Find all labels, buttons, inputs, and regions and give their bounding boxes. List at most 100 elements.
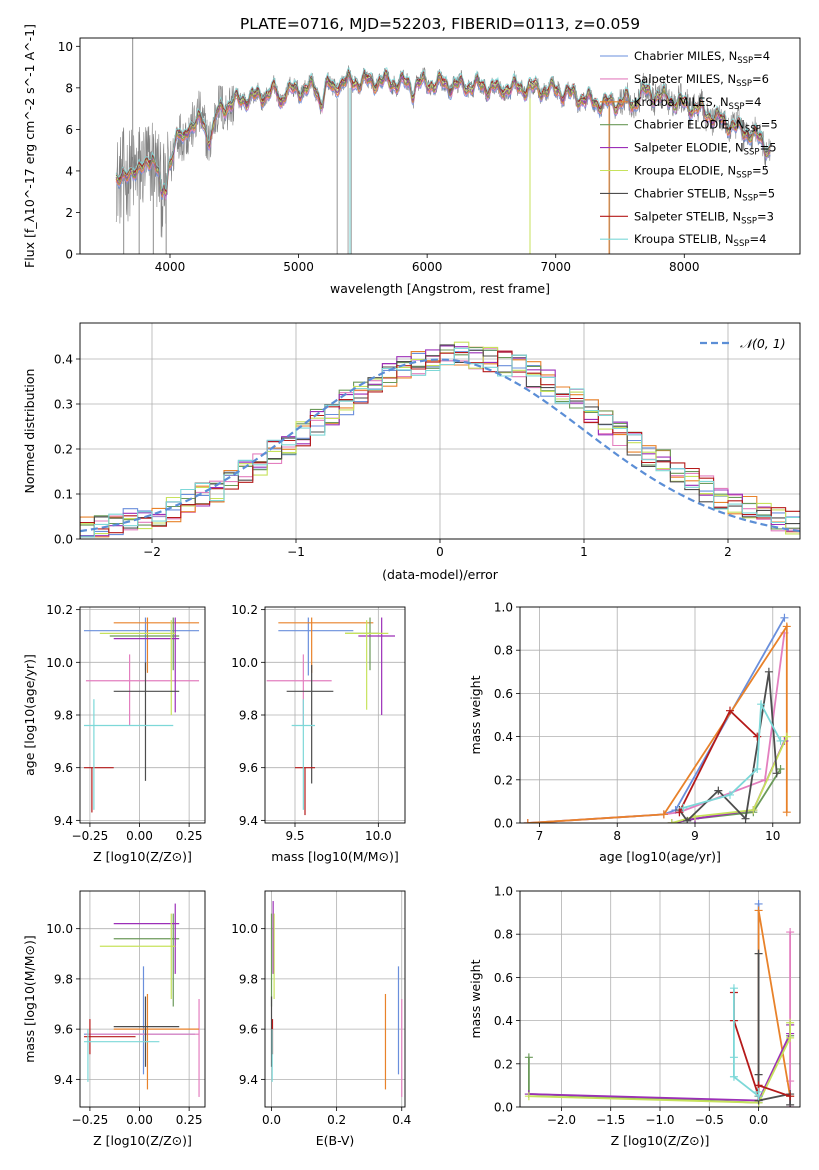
normal-distribution-curve [80,358,800,533]
y-tick-label: 0 [65,248,73,262]
x-axis-label: age [log10(age/yr)] [599,849,721,864]
model-spectrum-kroupa-elodie [115,70,771,196]
axes-frame [79,890,206,1108]
age-vs-metallicity-panel: −0.25 0.00 0.25 9.4 9.6 9.8 10.0 10.2 Z [log10(Z… [22,603,206,864]
plot-area [80,341,800,539]
mass-weight-marker-chabrier-stelib [786,1100,795,1107]
mass-weight-marker-kroupa-stelib [726,790,734,799]
legend-label-kroupa-stelib: Kroupa STELIB, NSSP=4 [634,232,766,249]
x-tick-label: 6000 [412,260,443,274]
mass-weight-marker-chabrier-stelib [683,816,692,823]
y-tick-label: 0.8 [494,928,513,942]
y-tick-label: 0.4 [494,1014,513,1028]
legend-name: Chabrier STELIB, N [634,186,742,200]
mass-weight-marker-kroupa-stelib [729,1053,738,1062]
x-tick-label: 0.25 [176,829,203,843]
legend-val: =5 [758,186,775,200]
mass-weight-line-kroupa-elodie [671,736,788,823]
x-tick-label: 0.4 [392,1113,411,1127]
legend-name: Salpeter STELIB, N [634,209,741,223]
mass-weight-marker-chabrier-elodie [524,1053,533,1062]
y-tick-label: 0.6 [494,687,513,701]
legend-val: =5 [760,141,777,155]
y-tick-label: 8 [65,81,73,95]
legend-val: =5 [752,164,769,178]
y-tick-label: 9.6 [239,761,258,775]
y-tick-label: 0.4 [494,730,513,744]
y-tick-label: 10 [58,40,73,54]
plot-area [524,899,795,1107]
x-tick-label: 0.0 [749,1113,768,1127]
mass-weight-marker-chabrier-elodie [776,765,785,773]
legend-sub: SSP [734,239,750,249]
residuals-legend: 𝒩(0, 1) [700,336,786,351]
y-tick-label: 0.0 [494,1101,513,1115]
mass-weight-marker-kroupa-stelib [757,700,766,709]
mass-weight-line-kroupa-elodie [528,1022,791,1104]
legend-sub: SSP [744,148,760,158]
legend-name: Kroupa ELODIE, N [634,164,736,178]
legend-val: =4 [744,95,761,109]
mass-weight-marker-salpeter-stelib [726,706,734,715]
mass-weight-marker-chabrier-stelib [754,949,763,958]
legend-sub: SSP [741,216,757,226]
y-tick-label: 0.0 [494,817,513,831]
x-axis-label: Z [log10(Z/Z⊙)] [93,1133,192,1148]
x-axis-label: E(B-V) [316,1133,355,1148]
mass-weight-marker-kroupa-miles [754,906,763,915]
x-tick-label: 0.00 [126,829,153,843]
x-tick-label: 10.0 [365,829,392,843]
y-tick-label: 0.2 [494,1057,513,1071]
y-tick-label: 10.2 [231,603,258,617]
y-tick-label: 0.2 [494,773,513,787]
age-vs-mass-panel: 9.5 10.0 9.4 9.6 9.8 10.0 10.2 mass [log10(M/M⊙… [231,603,406,864]
y-tick-label: 10.0 [46,656,73,670]
x-tick-label: 8 [613,829,621,843]
model-spectrum-chabrier-stelib [115,69,771,192]
x-axis-label: Z [log10(Z/Z⊙)] [93,849,192,864]
y-tick-label: 9.6 [239,1023,258,1037]
y-tick-label: 6 [65,123,73,137]
y-tick-label: 0.3 [54,398,73,412]
y-tick-label: 9.8 [239,972,258,986]
mass-weight-marker-chabrier-stelib [764,667,773,676]
x-axis-label: wavelength [Angstrom, rest frame] [330,281,550,296]
histogram-salpeter-stelib [80,350,800,539]
y-tick-label: 0.2 [54,443,73,457]
x-tick-label: 0.0 [262,1113,281,1127]
mass-weight-marker-kroupa-elodie [524,1092,533,1101]
y-tick-label: 4 [65,164,73,178]
y-tick-label: 9.4 [54,1073,73,1087]
mass-weight-marker-chabrier-stelib [754,1070,763,1079]
mass-weight-marker-kroupa-miles [782,622,791,631]
mass-weight-marker-kroupa-stelib [753,765,762,773]
mass-weight-line-chabrier-miles [527,617,786,823]
plot-area [266,617,395,816]
legend-label-salpeter-miles: Salpeter MILES, NSSP=6 [634,72,769,89]
x-tick-label: 7 [536,829,544,843]
legend-label-chabrier-miles: Chabrier MILES, NSSP=4 [634,49,770,66]
mass-weight-line-salpeter-elodie [671,740,786,823]
y-axis-label: Flux [f_λ10^-17 erg cm^-2 s^-1 A^-1] [22,24,37,268]
legend-name: Kroupa STELIB, N [634,232,734,246]
mass-weight-marker-kroupa-stelib [729,984,738,993]
histogram-kroupa-stelib [80,347,800,539]
mass-weight-marker-kroupa-miles [523,819,532,823]
y-tick-label: 10.0 [46,922,73,936]
x-tick-label: −1 [287,545,305,559]
legend-sub: SSP [729,102,745,112]
x-tick-label: 0 [436,545,444,559]
x-tick-label: 2 [724,545,732,559]
mass-weight-marker-kroupa-stelib [776,736,785,745]
axes-frame [79,37,801,255]
legend-name: Salpeter MILES, N [634,72,736,86]
x-tick-label: 9.5 [285,829,304,843]
x-tick-label: −1.5 [596,1113,625,1127]
plot-area [270,901,403,1097]
x-tick-label: 5000 [283,260,314,274]
legend-sub: SSP [745,125,761,135]
y-tick-label: 0.4 [54,353,73,367]
mass-weight-marker-kroupa-elodie [667,819,676,823]
axes-frame [519,606,801,824]
